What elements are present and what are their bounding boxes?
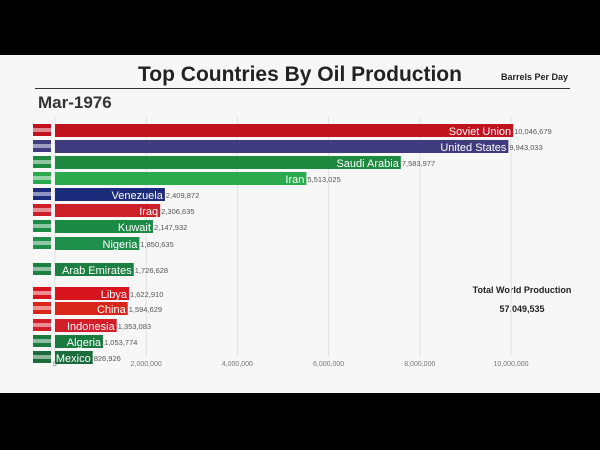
x-tick-label: 8,000,000 [404,361,435,368]
flag-stripe [33,241,51,245]
bar [55,220,153,233]
bar-label: Venezuela [111,190,163,202]
x-tick-label: 2,000,000 [131,361,162,368]
bar-chart: 0 2,000,000 4,000,000 6,000,000 8,000,000 10,… [33,117,552,368]
bar-label: Libya [101,289,128,301]
bar [55,140,509,153]
bar-label: Soviet Union [449,126,511,138]
total-value: 57,049,535 [499,304,545,314]
flag-stripe [33,208,51,212]
value-label: 1,622,910 [130,290,163,299]
bar [55,204,161,217]
value-label: 1,850,635 [140,240,173,249]
flag-stripe [33,355,51,359]
flag-stripe [33,339,51,343]
bar [55,287,130,300]
bar [55,156,401,169]
value-label: 1,353,083 [118,322,151,331]
flag-stripe [33,144,51,148]
flag-stripe [33,128,51,132]
unit-label: Barrels Per Day [500,72,568,82]
bar [55,172,307,185]
bar-label: Mexico [56,353,91,365]
bar-label: Algeria [67,337,102,349]
bar-label: Kuwait [118,222,151,234]
bar-label: Saudi Arabia [336,158,399,170]
value-label: 1,053,774 [104,338,137,347]
value-label: 5,513,025 [307,175,340,184]
value-label: 2,306,635 [161,207,194,216]
flag-stripe [33,291,51,295]
title-divider [35,88,570,89]
flag-stripe [33,267,51,271]
value-label: 1,594,629 [129,305,162,314]
bar-label: United States [440,142,507,154]
bar [55,319,117,332]
bar [55,351,93,364]
bar [55,124,514,137]
total-label: Total World Production [472,285,572,295]
bar [55,263,134,276]
value-label: 1,726,628 [135,266,168,275]
bar-label: Nigeria [103,239,139,251]
bar-label: Iraq [139,206,158,218]
flag-stripe [33,306,51,310]
bar [55,188,165,201]
chart-title: Top Countries By Oil Production [138,63,462,86]
flag-stripe [33,192,51,196]
period-label: Mar-1976 [38,93,112,112]
bar [55,335,104,348]
x-tick-label: 6,000,000 [313,361,344,368]
x-tick-label: 4,000,000 [222,361,253,368]
value-label: 9,943,033 [509,143,542,152]
x-tick-label: 10,000,000 [493,361,528,368]
bar [55,237,140,250]
bar-label: Arab Emirates [62,265,132,277]
bar-label: Indonesia [67,321,116,333]
flag-stripe [33,323,51,327]
flag-stripe [33,176,51,180]
bar-label: China [97,304,127,316]
value-label: 826,926 [94,354,121,363]
x-tick-label: 0 [53,361,57,368]
value-label: 10,046,679 [514,127,552,136]
chart-frame: Top Countries By Oil Production Barrels … [0,55,600,393]
flag-stripe [33,160,51,164]
value-label: 2,409,872 [166,191,199,200]
flag-stripe [33,224,51,228]
bar [55,302,128,315]
bar-label: Iran [285,174,304,186]
value-label: 2,147,932 [154,223,187,232]
value-label: 7,583,977 [402,159,435,168]
